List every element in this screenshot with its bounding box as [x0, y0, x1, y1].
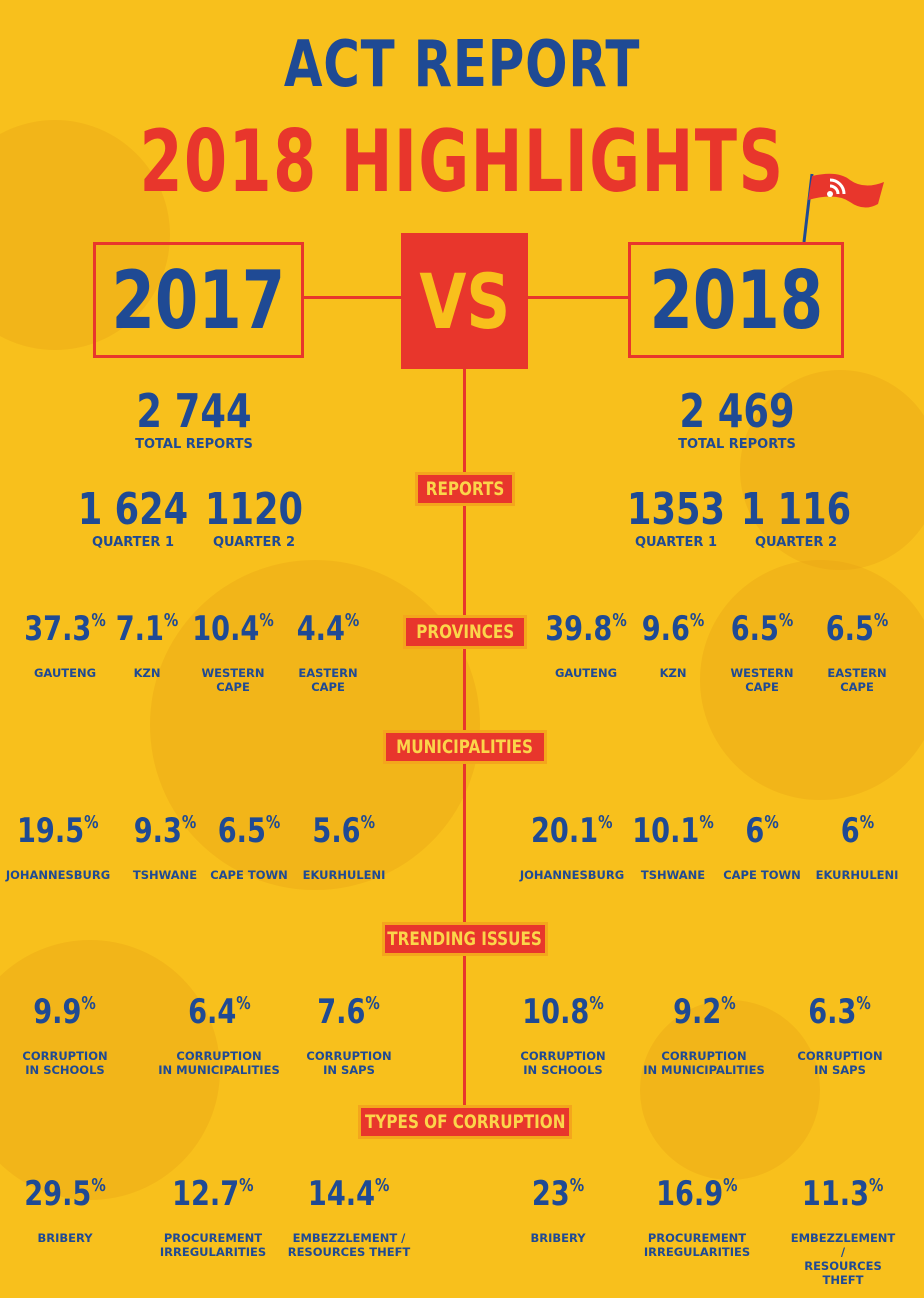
year-right: 2018: [649, 253, 823, 347]
section-types-of-corruption: TYPES OF CORRUPTION: [358, 1105, 572, 1139]
connector-line: [304, 296, 401, 299]
q2-2018: 1 116 QUARTER 2: [740, 484, 852, 550]
municipality-stat: 6.5% CAPE TOWN: [210, 811, 288, 883]
trending-issue-stat: 6.4% CORRUPTION IN MUNICIPALITIES: [158, 992, 280, 1078]
gear-decoration: [0, 940, 220, 1200]
trending-issue-stat: 9.9% CORRUPTION IN SCHOOLS: [22, 992, 108, 1078]
trending-issue-stat: 9.2% CORRUPTION IN MUNICIPALITIES: [643, 992, 765, 1078]
municipality-stat: 6% EKURHULENI: [815, 811, 899, 883]
corruption-type-stat: 23% BRIBERY: [530, 1174, 586, 1246]
section-provinces: PROVINCES: [403, 615, 527, 649]
year-left: 2017: [111, 253, 286, 347]
province-stat: 6.5% EASTERN CAPE: [825, 609, 889, 695]
total-reports-2018: 2 469 TOTAL REPORTS: [678, 384, 796, 452]
province-stat: 37.3% GAUTENG: [24, 609, 106, 681]
province-stat: 4.4% EASTERN CAPE: [296, 609, 360, 695]
municipality-stat: 6% CAPE TOWN: [723, 811, 801, 883]
province-stat: 6.5% WESTERN CAPE: [730, 609, 794, 695]
corruption-type-stat: 11.3% EMBEZZLEMENT / RESOURCES THEFT: [790, 1174, 896, 1288]
gear-decoration: [700, 560, 924, 800]
municipality-stat: 9.3% TSHWANE: [132, 811, 198, 883]
q1-2017: 1 624 QUARTER 1: [77, 484, 189, 550]
province-stat: 10.4% WESTERN CAPE: [192, 609, 274, 695]
section-reports: REPORTS: [415, 472, 515, 506]
province-stat: 7.1% KZN: [115, 609, 179, 681]
corruption-type-stat: 12.7% PROCUREMENT IRREGULARITIES: [159, 1174, 267, 1260]
page-subtitle: 2018 HIGHLIGHTS: [139, 112, 785, 212]
gear-decoration: [740, 370, 924, 570]
section-municipalities: MUNICIPALITIES: [383, 730, 547, 764]
year-box-left: 2017: [93, 242, 304, 358]
province-stat: 9.6% KZN: [641, 609, 705, 681]
municipality-stat: 5.6% EKURHULENI: [302, 811, 386, 883]
trending-issue-stat: 7.6% CORRUPTION IN SAPS: [306, 992, 392, 1078]
trending-issue-stat: 10.8% CORRUPTION IN SCHOOLS: [520, 992, 606, 1078]
page-title: ACT REPORT: [283, 28, 641, 102]
gear-decoration: [640, 1000, 820, 1180]
year-box-right: 2018: [628, 242, 844, 358]
connector-line: [528, 296, 628, 299]
municipality-stat: 10.1% TSHWANE: [632, 811, 714, 883]
q2-2017: 1120 QUARTER 2: [205, 484, 303, 550]
q1-2018: 1353 QUARTER 1: [627, 484, 725, 550]
corruption-type-stat: 29.5% BRIBERY: [24, 1174, 106, 1246]
province-stat: 39.8% GAUTENG: [545, 609, 627, 681]
corruption-type-stat: 16.9% PROCUREMENT IRREGULARITIES: [643, 1174, 751, 1260]
vs-label: VS: [419, 256, 510, 346]
total-reports-2017: 2 744 TOTAL REPORTS: [135, 384, 253, 452]
trending-issue-stat: 6.3% CORRUPTION IN SAPS: [797, 992, 883, 1078]
municipality-stat: 19.5% JOHANNESBURG: [5, 811, 111, 883]
vs-box: VS: [401, 233, 528, 369]
corruption-type-stat: 14.4% EMBEZZLEMENT / RESOURCES THEFT: [287, 1174, 411, 1260]
flag-logo-icon: [802, 173, 884, 243]
section-trending-issues: TRENDING ISSUES: [382, 922, 548, 956]
municipality-stat: 20.1% JOHANNESBURG: [519, 811, 625, 883]
